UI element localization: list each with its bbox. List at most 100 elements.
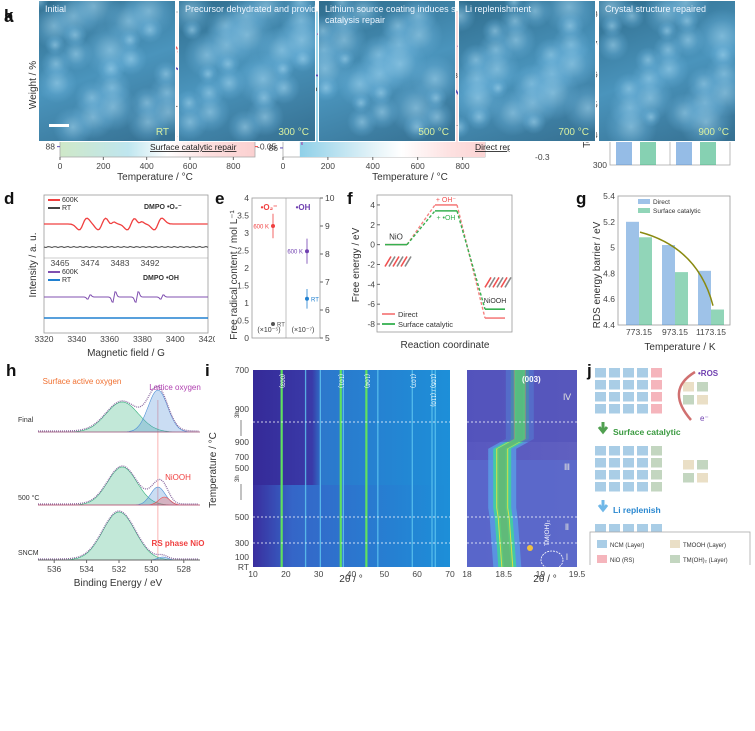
inner-x-tick-label: 3474 — [81, 258, 100, 268]
scale-label: (×10⁻⁵) — [257, 327, 280, 334]
transition-direct — [456, 204, 486, 319]
diffraction-line — [304, 370, 307, 567]
x-tick-label: 530 — [144, 564, 158, 574]
legend-swatch — [597, 540, 607, 548]
sem-temperature: 500 °C — [418, 127, 449, 138]
y-tick-label: 4.6 — [603, 294, 615, 304]
hold-label: 3h — [235, 475, 241, 482]
x-axis-label: Temperature / K — [644, 342, 715, 353]
measured-envelope — [38, 510, 199, 560]
transition-surface-catalytic — [406, 210, 436, 246]
panel-label-i: i — [205, 361, 210, 380]
lattice-block — [651, 524, 662, 534]
y-tick-label: 2 — [370, 220, 375, 230]
panel-h-xps-o1s: h Surface active oxygen Lattice oxygen N… — [6, 361, 204, 561]
x-tick-label: 0 — [58, 161, 63, 171]
x-axis-label: Temperature / °C — [372, 172, 448, 183]
lattice-block — [595, 380, 606, 390]
column-label: •OH — [296, 203, 311, 212]
y-tick-label: 300 — [593, 160, 607, 170]
niooh-crystal-icon — [504, 276, 512, 288]
sem-image: Crystal structure repaired 900 °C — [598, 0, 736, 142]
peak-label: (105) / (110) — [429, 374, 435, 407]
x-tick-label: 528 — [177, 564, 191, 574]
transition-direct — [406, 204, 436, 246]
sem-image: Lithium source coating induces surface c… — [318, 0, 456, 142]
lattice-block — [697, 382, 708, 392]
diffraction-line — [434, 370, 436, 567]
bar-direct — [698, 270, 711, 325]
hold-label: 3h — [235, 411, 241, 418]
bar-surface-catalytic — [711, 309, 724, 325]
x-tick-label: 3420 — [199, 334, 215, 344]
lattice-block — [651, 458, 662, 468]
tmoh2-label: TM(OH)₂ — [544, 520, 551, 546]
y-tick-label: 2 — [244, 263, 249, 273]
y-tick-label: 500 — [235, 512, 249, 522]
y-tick-label: -2 — [367, 259, 375, 269]
niooh-crystal-icon — [484, 276, 492, 288]
lattice-block — [637, 470, 648, 480]
y-tick-label: 700 — [235, 365, 249, 375]
y2-tick-label: 6 — [325, 305, 330, 315]
lattice-block — [595, 404, 606, 414]
sem-temperature: RT — [155, 127, 169, 138]
lattice-block — [637, 524, 648, 534]
lattice-block — [609, 392, 620, 402]
heatmap-zoom-lower — [467, 460, 577, 567]
sem-image: Li replenishment 700 °C — [458, 0, 596, 142]
panel-label-a: a — [4, 7, 14, 26]
legend-rt: RT — [62, 205, 72, 212]
lattice-block — [637, 392, 648, 402]
state-label: NiOOH — [484, 298, 507, 305]
diffraction-band — [497, 370, 525, 567]
sem-temperature: 700 °C — [558, 127, 589, 138]
panel-k-sem-images: k Initial RT Precursor dehydrated and prov… — [0, 0, 755, 142]
sem-caption: Lithium source coating induces surface c… — [325, 4, 456, 25]
legend-swatch-surface — [638, 208, 650, 213]
lattice-block — [697, 460, 708, 470]
panel-e-free-radical-content: e 0 0.5 1 1.5 2 2.5 3 3.5 4 5 6 7 8 9 10 •O₂⁻ (×10⁻⁵) 600… — [215, 190, 335, 343]
lattice-block — [623, 392, 634, 402]
bar-surface-catalytic — [675, 272, 688, 325]
panel-h-axis: 536 534 532 530 528 Binding Energy / eV — [38, 559, 200, 588]
x-tick-label: 30 — [314, 569, 324, 579]
legend-surface: Surface catalytic — [653, 208, 701, 215]
nio-crystal-icon — [392, 256, 400, 267]
x-tick-label: 800 — [226, 161, 240, 171]
lattice-block — [697, 473, 708, 483]
annotation-text: Surface active oxygen — [43, 377, 122, 386]
x-tick-label: 200 — [96, 161, 110, 171]
lattice-block — [609, 524, 620, 534]
y-tick-label: 5.4 — [603, 191, 615, 201]
x-tick-label: 600 — [183, 161, 197, 171]
lattice-block — [683, 473, 694, 483]
lattice-block — [623, 458, 634, 468]
ros-label: •ROS — [698, 369, 719, 378]
y-tick-label: 2.5 — [237, 246, 249, 256]
y-tick-label: 4.4 — [603, 320, 615, 330]
nio-crystal-icon — [400, 256, 408, 267]
y-tick-label: 900 — [235, 404, 249, 414]
point-label: RT — [277, 323, 285, 329]
y2-tick-label: 8 — [325, 249, 330, 259]
y-tick-label: 900 — [235, 437, 249, 447]
panel-label-j: j — [586, 361, 592, 380]
fitted-peak — [38, 511, 200, 561]
panel-label-k: k — [4, 6, 14, 25]
lattice-block — [595, 524, 606, 534]
trend-arrow — [639, 231, 714, 306]
lattice-block — [609, 446, 620, 456]
diffraction-line — [339, 370, 342, 567]
y-tick-label: 100 — [235, 552, 249, 562]
zoom-x-tick-label: 18.5 — [495, 569, 512, 579]
tmoh2-region — [540, 550, 564, 570]
trace-label: Final — [18, 417, 34, 424]
lattice-block — [683, 382, 694, 392]
x-tick-label: 3380 — [133, 334, 152, 344]
y-tick-label: 4.8 — [603, 268, 615, 278]
lattice-block — [595, 458, 606, 468]
x-tick-label: 40 — [347, 569, 357, 579]
y2-tick-label: 7 — [325, 277, 330, 287]
bar-direct — [626, 221, 639, 325]
